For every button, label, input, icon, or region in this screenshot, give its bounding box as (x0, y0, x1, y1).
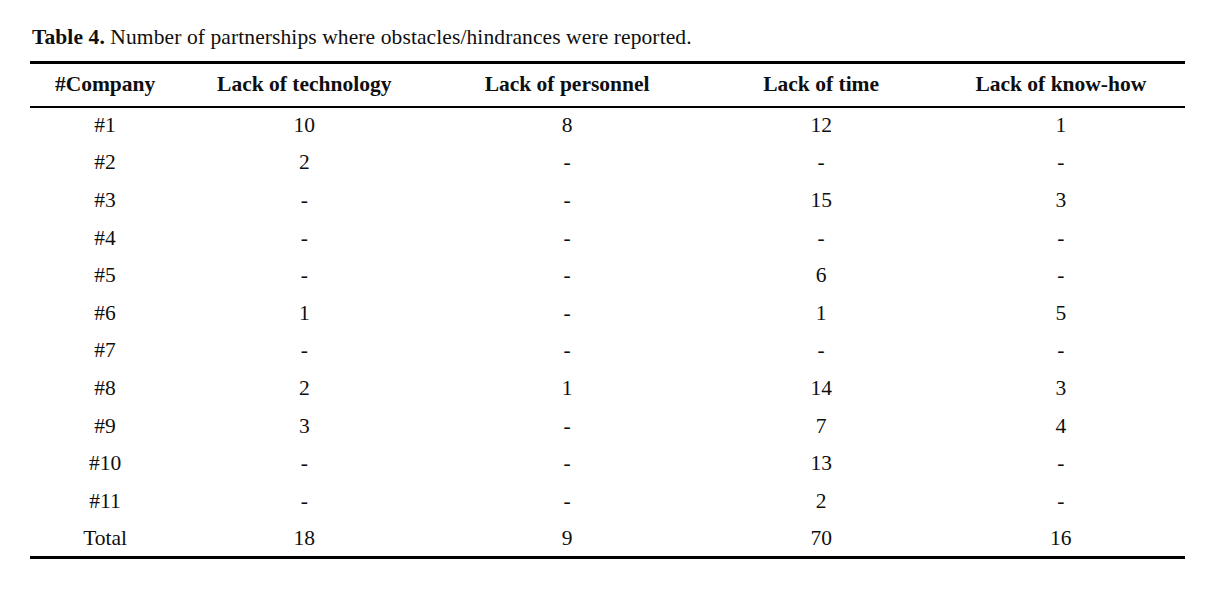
column-header-personnel: Lack of personnel (428, 63, 705, 107)
table-cell: 7 (706, 407, 937, 445)
table-row: #3 - - 15 3 (30, 182, 1185, 220)
header-row: #Company Lack of technology Lack of pers… (30, 63, 1185, 107)
company-cell: #4 (30, 219, 180, 257)
table-cell: 12 (706, 107, 937, 145)
company-cell: #2 (30, 144, 180, 182)
total-row: Total 18 9 70 16 (30, 520, 1185, 558)
table-cell: 14 (706, 370, 937, 408)
table-cell: - (937, 482, 1185, 520)
table-row: #7 - - - - (30, 332, 1185, 370)
company-cell: #10 (30, 445, 180, 483)
table-row: #10 - - 13 - (30, 445, 1185, 483)
table-cell: 3 (937, 182, 1185, 220)
table-cell: - (706, 219, 937, 257)
company-cell: Total (30, 520, 180, 558)
table-row: #5 - - 6 - (30, 257, 1185, 295)
table-cell: - (428, 182, 705, 220)
table-body: #1 10 8 12 1 #2 2 - - - #3 - - 15 3 #4 (30, 107, 1185, 558)
table-cell: - (428, 332, 705, 370)
column-header-company: #Company (30, 63, 180, 107)
table-cell: - (180, 219, 428, 257)
table-row: #8 2 1 14 3 (30, 370, 1185, 408)
table-row: #1 10 8 12 1 (30, 107, 1185, 145)
table-cell: 1 (937, 107, 1185, 145)
table-cell: - (937, 332, 1185, 370)
column-header-technology: Lack of technology (180, 63, 428, 107)
table-header: #Company Lack of technology Lack of pers… (30, 63, 1185, 107)
company-cell: #11 (30, 482, 180, 520)
table-cell: - (428, 219, 705, 257)
table-cell: 13 (706, 445, 937, 483)
table-cell: - (180, 257, 428, 295)
table-caption-label: Table 4. (32, 25, 105, 49)
table-row: #2 2 - - - (30, 144, 1185, 182)
table-cell: 1 (180, 294, 428, 332)
company-cell: #1 (30, 107, 180, 145)
obstacles-table: #Company Lack of technology Lack of pers… (30, 61, 1185, 559)
table-cell: 16 (937, 520, 1185, 558)
table-cell: 18 (180, 520, 428, 558)
column-header-time: Lack of time (706, 63, 937, 107)
table-cell: 1 (706, 294, 937, 332)
table-cell: - (428, 294, 705, 332)
table-cell: 15 (706, 182, 937, 220)
company-cell: #5 (30, 257, 180, 295)
table-cell: - (180, 445, 428, 483)
table-cell: 3 (180, 407, 428, 445)
company-cell: #9 (30, 407, 180, 445)
table-cell: 70 (706, 520, 937, 558)
table-cell: 10 (180, 107, 428, 145)
table-cell: 2 (706, 482, 937, 520)
company-cell: #8 (30, 370, 180, 408)
table-cell: - (428, 445, 705, 483)
table-cell: - (937, 257, 1185, 295)
table-cell: 2 (180, 144, 428, 182)
paper-page: Table 4. Number of partnerships where ob… (0, 0, 1215, 595)
table-cell: - (937, 219, 1185, 257)
table-cell: 9 (428, 520, 705, 558)
table-cell: - (180, 332, 428, 370)
table-cell: - (180, 182, 428, 220)
table-cell: 4 (937, 407, 1185, 445)
table-cell: - (706, 144, 937, 182)
table-cell: 2 (180, 370, 428, 408)
table-cell: 3 (937, 370, 1185, 408)
table-cell: 6 (706, 257, 937, 295)
table-cell: - (706, 332, 937, 370)
table-cell: - (180, 482, 428, 520)
table-caption: Table 4. Number of partnerships where ob… (32, 22, 1185, 52)
table-cell: 5 (937, 294, 1185, 332)
table-row: #11 - - 2 - (30, 482, 1185, 520)
table-cell: - (428, 144, 705, 182)
company-cell: #3 (30, 182, 180, 220)
table-cell: - (937, 445, 1185, 483)
company-cell: #7 (30, 332, 180, 370)
table-caption-text: Number of partnerships where obstacles/h… (105, 25, 692, 49)
company-cell: #6 (30, 294, 180, 332)
table-cell: 1 (428, 370, 705, 408)
table-row: #9 3 - 7 4 (30, 407, 1185, 445)
table-row: #6 1 - 1 5 (30, 294, 1185, 332)
table-cell: - (428, 257, 705, 295)
table-cell: - (428, 407, 705, 445)
column-header-knowhow: Lack of know-how (937, 63, 1185, 107)
table-row: #4 - - - - (30, 219, 1185, 257)
table-cell: 8 (428, 107, 705, 145)
table-cell: - (937, 144, 1185, 182)
table-cell: - (428, 482, 705, 520)
